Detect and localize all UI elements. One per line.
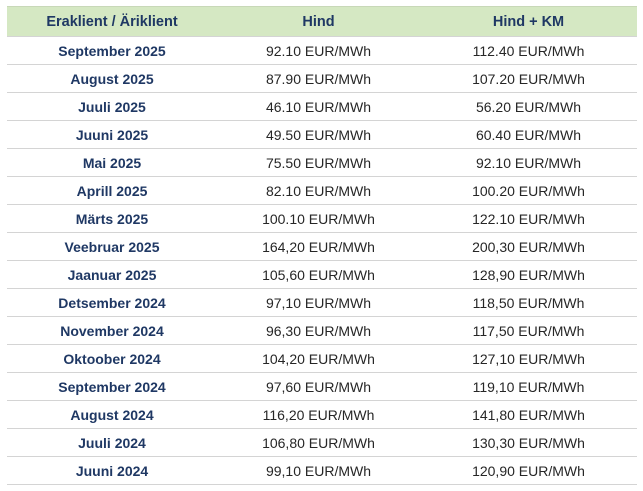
price-cell: 97,10 EUR/MWh — [217, 288, 420, 317]
header-row: Eraklient / Äriklient Hind Hind + KM — [7, 6, 637, 37]
month-cell: Jaanuar 2025 — [7, 260, 217, 289]
price-cell: 127,10 EUR/MWh — [420, 344, 637, 373]
table-row: Detsember 2024 97,10 EUR/MWh 118,50 EUR/MW… — [7, 288, 637, 317]
month-cell: Juuni 2025 — [7, 120, 217, 149]
table-row: August 2025 87.90 EUR/MWh 107.20 EUR/MWh — [7, 64, 637, 93]
header-cell: Eraklient / Äriklient — [7, 6, 217, 37]
month-cell: Mai 2025 — [7, 148, 217, 177]
month-cell: September 2025 — [7, 36, 217, 65]
table-body: September 2025 92.10 EUR/MWh 112.40 EUR/MW… — [7, 36, 637, 485]
month-cell: Juuni 2024 — [7, 456, 217, 485]
price-cell: 97,60 EUR/MWh — [217, 372, 420, 401]
price-cell: 60.40 EUR/MWh — [420, 120, 637, 149]
price-cell: 117,50 EUR/MWh — [420, 316, 637, 345]
price-cell: 46.10 EUR/MWh — [217, 92, 420, 121]
table-row: September 2024 97,60 EUR/MWh 119,10 EUR/MW… — [7, 372, 637, 401]
table-row: Juuli 2025 46.10 EUR/MWh 56.20 EUR/MWh — [7, 92, 637, 121]
price-cell: 82.10 EUR/MWh — [217, 176, 420, 205]
price-cell: 75.50 EUR/MWh — [217, 148, 420, 177]
price-cell: 49.50 EUR/MWh — [217, 120, 420, 149]
month-cell: Oktoober 2024 — [7, 344, 217, 373]
table-row: Märts 2025 100.10 EUR/MWh 122.10 EUR/MWh — [7, 204, 637, 233]
month-cell: Aprill 2025 — [7, 176, 217, 205]
table-row: September 2025 92.10 EUR/MWh 112.40 EUR/MW… — [7, 36, 637, 65]
month-cell: August 2025 — [7, 64, 217, 93]
price-cell: 92.10 EUR/MWh — [217, 36, 420, 65]
price-cell: 128,90 EUR/MWh — [420, 260, 637, 289]
month-cell: Detsember 2024 — [7, 288, 217, 317]
price-cell: 130,30 EUR/MWh — [420, 428, 637, 457]
price-cell: 119,10 EUR/MWh — [420, 372, 637, 401]
table-row: Juuli 2024 106,80 EUR/MWh 130,30 EUR/MWh — [7, 428, 637, 457]
table-row: August 2024 116,20 EUR/MWh 141,80 EUR/MWh — [7, 400, 637, 429]
price-cell: 106,80 EUR/MWh — [217, 428, 420, 457]
price-cell: 87.90 EUR/MWh — [217, 64, 420, 93]
month-cell: Veebruar 2025 — [7, 232, 217, 261]
month-cell: Juuli 2024 — [7, 428, 217, 457]
price-cell: 141,80 EUR/MWh — [420, 400, 637, 429]
price-cell: 118,50 EUR/MWh — [420, 288, 637, 317]
price-cell: 56.20 EUR/MWh — [420, 92, 637, 121]
table-row: November 2024 96,30 EUR/MWh 117,50 EUR/MWh — [7, 316, 637, 345]
table-row: Oktoober 2024 104,20 EUR/MWh 127,10 EUR/MW… — [7, 344, 637, 373]
table-header: Eraklient / Äriklient Hind Hind + KM — [7, 6, 637, 37]
price-table: Eraklient / Äriklient Hind Hind + KM Septe… — [7, 6, 637, 485]
price-cell: 120,90 EUR/MWh — [420, 456, 637, 485]
price-cell: 122.10 EUR/MWh — [420, 204, 637, 233]
month-cell: September 2024 — [7, 372, 217, 401]
price-cell: 105,60 EUR/MWh — [217, 260, 420, 289]
table-row: Jaanuar 2025 105,60 EUR/MWh 128,90 EUR/MWh — [7, 260, 637, 289]
price-cell: 104,20 EUR/MWh — [217, 344, 420, 373]
header-cell: Hind — [217, 6, 420, 37]
price-cell: 96,30 EUR/MWh — [217, 316, 420, 345]
month-cell: November 2024 — [7, 316, 217, 345]
month-cell: August 2024 — [7, 400, 217, 429]
price-cell: 92.10 EUR/MWh — [420, 148, 637, 177]
price-cell: 200,30 EUR/MWh — [420, 232, 637, 261]
price-cell: 164,20 EUR/MWh — [217, 232, 420, 261]
price-cell: 112.40 EUR/MWh — [420, 36, 637, 65]
table-row: Aprill 2025 82.10 EUR/MWh 100.20 EUR/MWh — [7, 176, 637, 205]
price-cell: 100.20 EUR/MWh — [420, 176, 637, 205]
price-cell: 116,20 EUR/MWh — [217, 400, 420, 429]
month-cell: Juuli 2025 — [7, 92, 217, 121]
price-cell: 100.10 EUR/MWh — [217, 204, 420, 233]
table-row: Juuni 2024 99,10 EUR/MWh 120,90 EUR/MWh — [7, 456, 637, 485]
table-row: Juuni 2025 49.50 EUR/MWh 60.40 EUR/MWh — [7, 120, 637, 149]
table-row: Veebruar 2025 164,20 EUR/MWh 200,30 EUR/MW… — [7, 232, 637, 261]
month-cell: Märts 2025 — [7, 204, 217, 233]
table-row: Mai 2025 75.50 EUR/MWh 92.10 EUR/MWh — [7, 148, 637, 177]
header-cell: Hind + KM — [420, 6, 637, 37]
price-cell: 99,10 EUR/MWh — [217, 456, 420, 485]
price-cell: 107.20 EUR/MWh — [420, 64, 637, 93]
